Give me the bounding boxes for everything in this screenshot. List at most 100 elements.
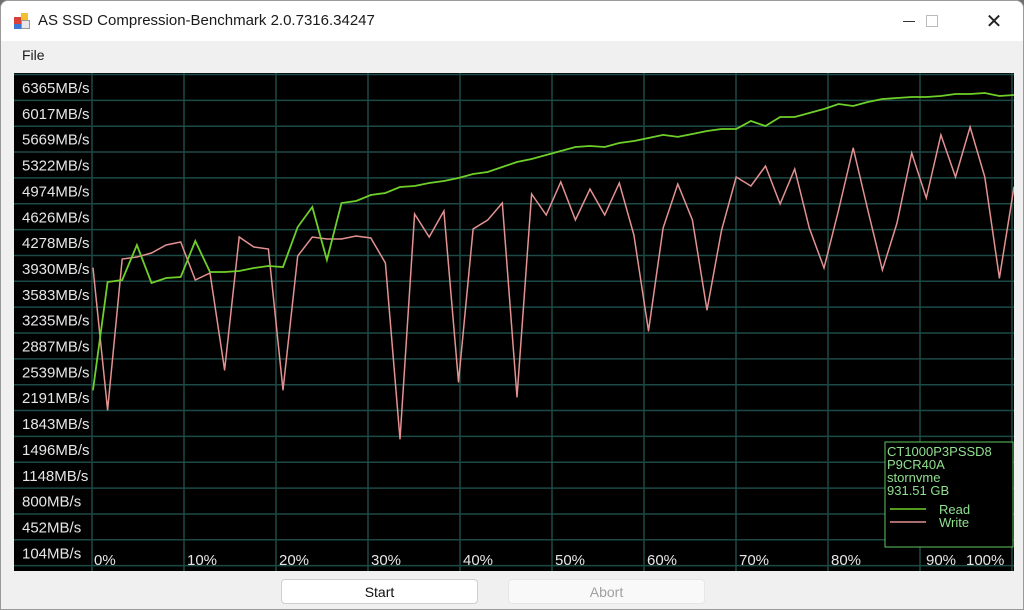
- series-line-write: [92, 124, 1015, 440]
- data-point-write: [896, 222, 898, 224]
- data-point-write: [238, 236, 240, 238]
- data-point-read: [355, 200, 357, 202]
- data-point-write: [136, 256, 138, 258]
- data-point-read: [209, 271, 211, 273]
- data-point-write: [735, 176, 737, 178]
- data-point-write: [677, 183, 679, 185]
- data-point-write: [530, 193, 533, 195]
- y-tick-label: 800MB/s: [22, 494, 81, 511]
- legend-firmware: P9CR40A: [887, 457, 945, 472]
- data-point-read: [794, 116, 796, 118]
- data-point-read: [487, 171, 489, 173]
- legend: CT1000P3PSSD8 P9CR40A stornvme 931.51 GB…: [884, 441, 1014, 548]
- data-point-write: [384, 262, 386, 264]
- data-point-read: [121, 279, 123, 281]
- y-tick-label: 3235MB/s: [22, 313, 90, 330]
- data-point-write: [618, 182, 620, 184]
- x-tick-label: 70%: [739, 552, 769, 569]
- data-point-read: [750, 120, 752, 122]
- data-point-write: [326, 238, 328, 240]
- close-button[interactable]: ✕: [971, 1, 1017, 41]
- y-tick-label: 3583MB/s: [22, 287, 90, 304]
- series-line-read: [92, 92, 1015, 391]
- data-point-read: [443, 180, 445, 182]
- x-tick-label: 10%: [187, 552, 217, 569]
- y-tick-label: 6365MB/s: [22, 80, 90, 97]
- y-tick-label: 2887MB/s: [22, 339, 90, 356]
- data-point-read: [896, 97, 898, 99]
- data-point-read: [618, 142, 620, 144]
- data-point-read: [311, 206, 313, 208]
- data-point-write: [194, 279, 196, 281]
- data-point-write: [457, 381, 460, 383]
- data-point-write: [881, 269, 884, 271]
- data-point-write: [297, 255, 299, 257]
- data-point-write: [560, 181, 562, 183]
- menu-file[interactable]: File: [22, 47, 45, 63]
- data-point-read: [150, 282, 153, 284]
- data-point-read: [414, 185, 416, 187]
- data-point-read: [501, 166, 503, 168]
- maximize-icon: [926, 15, 938, 27]
- data-point-read: [984, 92, 986, 94]
- data-point-read: [370, 194, 372, 196]
- close-icon: ✕: [985, 10, 1003, 33]
- y-tick-label: 1843MB/s: [22, 416, 90, 433]
- data-point-write: [223, 369, 226, 371]
- data-point-read: [472, 173, 474, 175]
- data-point-write: [472, 228, 474, 230]
- y-tick-label: 2191MB/s: [22, 390, 90, 407]
- data-point-read: [940, 95, 942, 97]
- data-point-write: [501, 202, 503, 204]
- data-point-write: [779, 203, 781, 205]
- minimize-button[interactable]: [886, 1, 932, 41]
- abort-button[interactable]: Abort: [508, 579, 705, 604]
- data-point-write: [706, 309, 708, 311]
- menu-bar: File: [1, 41, 1023, 69]
- data-point-read: [267, 265, 270, 267]
- legend-driver: stornvme: [887, 470, 940, 485]
- app-icon: [14, 13, 30, 29]
- legend-write-label: Write: [939, 515, 969, 530]
- data-point-read: [589, 145, 591, 147]
- data-point-read: [911, 96, 913, 98]
- data-point-read: [223, 271, 226, 273]
- data-point-read: [867, 101, 869, 103]
- data-point-read: [282, 266, 284, 268]
- data-point-read: [677, 136, 679, 138]
- data-point-write: [180, 241, 182, 243]
- data-point-write: [808, 227, 810, 229]
- data-point-read: [457, 177, 460, 179]
- data-point-read: [560, 150, 562, 152]
- data-point-write: [399, 438, 401, 440]
- y-tick-label: 6017MB/s: [22, 106, 90, 123]
- data-point-read: [721, 128, 723, 130]
- start-button[interactable]: Start: [281, 579, 478, 604]
- data-point-write: [516, 396, 518, 398]
- data-point-read: [516, 161, 518, 163]
- y-tick-label: 4974MB/s: [22, 183, 90, 200]
- y-tick-label: 2539MB/s: [22, 364, 90, 381]
- maximize-button[interactable]: [909, 1, 955, 41]
- data-point-read: [384, 192, 386, 194]
- data-point-read: [852, 105, 854, 107]
- data-point-read: [165, 277, 167, 279]
- y-tick-label: 5322MB/s: [22, 158, 90, 175]
- data-point-read: [998, 95, 1000, 97]
- x-tick-label: 100%: [966, 552, 1004, 569]
- data-point-read: [735, 128, 737, 130]
- data-point-write: [107, 409, 109, 411]
- data-point-read: [969, 93, 971, 95]
- y-tick-label: 4278MB/s: [22, 235, 90, 252]
- data-point-read: [340, 202, 343, 204]
- data-point-read: [194, 240, 196, 242]
- y-tick-label: 1496MB/s: [22, 442, 90, 459]
- data-point-read: [180, 276, 182, 278]
- legend-capacity: 931.51 GB: [887, 483, 949, 498]
- data-point-read: [823, 108, 825, 110]
- legend-read-label: Read: [939, 502, 970, 517]
- data-point-read: [107, 281, 109, 283]
- data-point-read: [662, 134, 664, 136]
- data-point-write: [647, 330, 650, 332]
- data-point-read: [808, 112, 810, 114]
